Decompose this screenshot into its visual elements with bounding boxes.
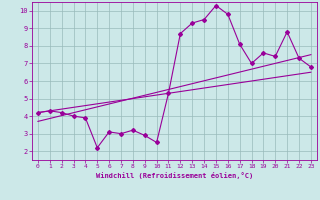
X-axis label: Windchill (Refroidissement éolien,°C): Windchill (Refroidissement éolien,°C) [96,172,253,179]
